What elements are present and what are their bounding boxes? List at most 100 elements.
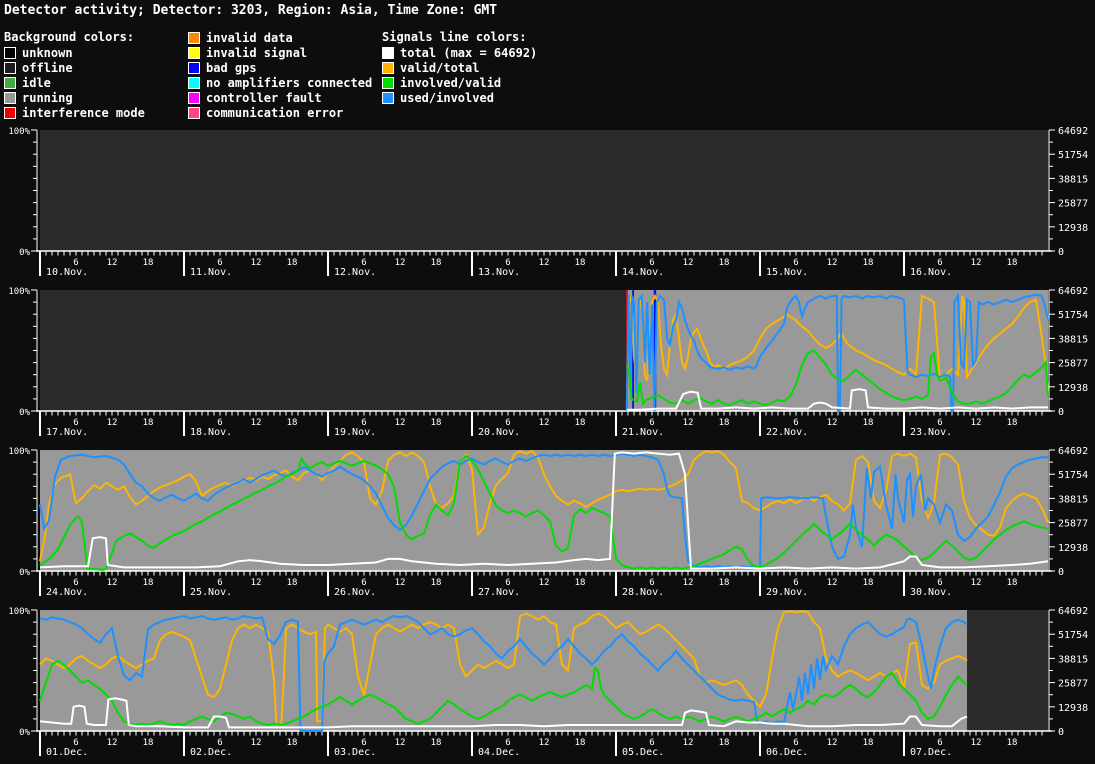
no-amplifiers-connected-swatch (188, 76, 200, 89)
day-separator (183, 731, 185, 756)
day-label: 21.Nov. (622, 427, 664, 438)
hour-label: 6 (937, 258, 942, 268)
day-separator (327, 571, 329, 596)
controller-fault-swatch (188, 91, 200, 104)
left-axis-bottom-label: 0% (19, 728, 30, 738)
day-separator (183, 251, 185, 276)
day-label: 06.Dec. (766, 747, 808, 758)
hour-label: 6 (649, 578, 654, 588)
hour-label: 6 (217, 418, 222, 428)
hour-label: 12 (107, 578, 118, 588)
hour-label: 12 (971, 578, 982, 588)
day-label: 28.Nov. (622, 587, 664, 598)
legend-item-label: total (max = 64692) (400, 45, 538, 60)
legend: Background colors: unknown offline idle run… (0, 30, 1095, 120)
running-background (40, 610, 967, 731)
day-separator (759, 411, 761, 436)
running-background (40, 450, 1048, 571)
day-label: 12.Nov. (334, 267, 376, 278)
day-label: 14.Nov. (622, 267, 664, 278)
hour-label: 6 (505, 578, 510, 588)
day-label: 19.Nov. (334, 427, 376, 438)
day-label: 15.Nov. (766, 267, 808, 278)
right-axis-label: 38815 (1058, 174, 1088, 185)
hour-label: 6 (73, 738, 78, 748)
right-axis-label: 64692 (1058, 606, 1088, 617)
hour-label: 6 (649, 418, 654, 428)
unknown-swatch (4, 46, 16, 59)
hour-label: 18 (287, 258, 298, 268)
legend-item-offline: offline (4, 60, 145, 75)
activity-chart-week-3: 100% 0% 0 12938 25877 38815 51754 64692 6 12 18 24.… (8, 446, 1088, 598)
day-label: 07.Dec. (910, 747, 952, 758)
hour-label: 18 (287, 578, 298, 588)
legend-item-valid-total: valid/total (382, 60, 537, 75)
legend-item-bad-gps: bad gps (188, 60, 372, 75)
legend-item-label: unknown (22, 45, 73, 60)
activity-chart-week-1: 100% 0% 0 12938 25877 38815 51754 64692 6 12 18 10.… (8, 126, 1088, 278)
legend-item-label: controller fault (206, 90, 322, 105)
day-label: 20.Nov. (478, 427, 520, 438)
legend-item-label: communication error (206, 105, 344, 120)
hour-label: 6 (937, 738, 942, 748)
right-axis-label: 38815 (1058, 654, 1088, 665)
right-axis-label: 25877 (1058, 359, 1088, 370)
day-label: 27.Nov. (478, 587, 520, 598)
hour-label: 12 (827, 578, 838, 588)
right-axis-label: 25877 (1058, 679, 1088, 690)
day-label: 10.Nov. (46, 267, 88, 278)
hour-label: 12 (107, 258, 118, 268)
right-axis-label: 0 (1058, 407, 1064, 418)
series-involved-valid (625, 349, 1049, 407)
hour-label: 18 (1007, 418, 1018, 428)
hour-label: 6 (937, 418, 942, 428)
left-axis-top-label: 100% (8, 447, 30, 457)
hour-label: 18 (863, 578, 874, 588)
day-label: 16.Nov. (910, 267, 952, 278)
hour-label: 18 (1007, 578, 1018, 588)
day-separator (615, 411, 617, 436)
day-separator (903, 411, 905, 436)
hour-label: 12 (971, 418, 982, 428)
legend-item-label: interference mode (22, 105, 145, 120)
day-label: 18.Nov. (190, 427, 232, 438)
left-axis-bottom-label: 0% (19, 568, 30, 578)
legend-status-column: invalid data invalid signal bad gps no ampl… (188, 30, 372, 120)
hour-label: 12 (683, 578, 694, 588)
hour-label: 12 (539, 578, 550, 588)
hour-label: 18 (719, 578, 730, 588)
hour-label: 6 (505, 738, 510, 748)
hour-label: 18 (431, 578, 442, 588)
hour-label: 12 (683, 418, 694, 428)
hour-label: 12 (539, 258, 550, 268)
day-label: 23.Nov. (910, 427, 952, 438)
hour-label: 6 (361, 418, 366, 428)
hour-label: 6 (217, 578, 222, 588)
right-axis-label: 0 (1058, 727, 1064, 738)
hour-label: 6 (361, 738, 366, 748)
legend-status-items: invalid data invalid signal bad gps no ampl… (188, 30, 372, 120)
hour-label: 12 (971, 258, 982, 268)
day-label: 01.Dec. (46, 747, 88, 758)
right-axis-label: 25877 (1058, 519, 1088, 530)
page-title: Detector activity; Detector: 3203, Regio… (4, 3, 498, 18)
day-separator (39, 731, 41, 756)
day-label: 17.Nov. (46, 427, 88, 438)
hour-label: 12 (395, 258, 406, 268)
legend-background-column: Background colors: unknown offline idle run… (4, 30, 145, 120)
hour-label: 18 (287, 418, 298, 428)
hour-label: 12 (395, 738, 406, 748)
day-separator (903, 571, 905, 596)
legend-item-label: involved/valid (400, 75, 502, 90)
hour-label: 6 (217, 738, 222, 748)
day-separator (903, 731, 905, 756)
hour-label: 18 (575, 578, 586, 588)
series-total (39, 697, 968, 729)
day-label: 26.Nov. (334, 587, 376, 598)
hour-label: 18 (143, 578, 154, 588)
hour-label: 18 (863, 418, 874, 428)
hour-label: 12 (395, 418, 406, 428)
series-valid-total (39, 450, 1049, 562)
legend-item-running: running (4, 90, 145, 105)
left-axis-top-label: 100% (8, 607, 30, 617)
